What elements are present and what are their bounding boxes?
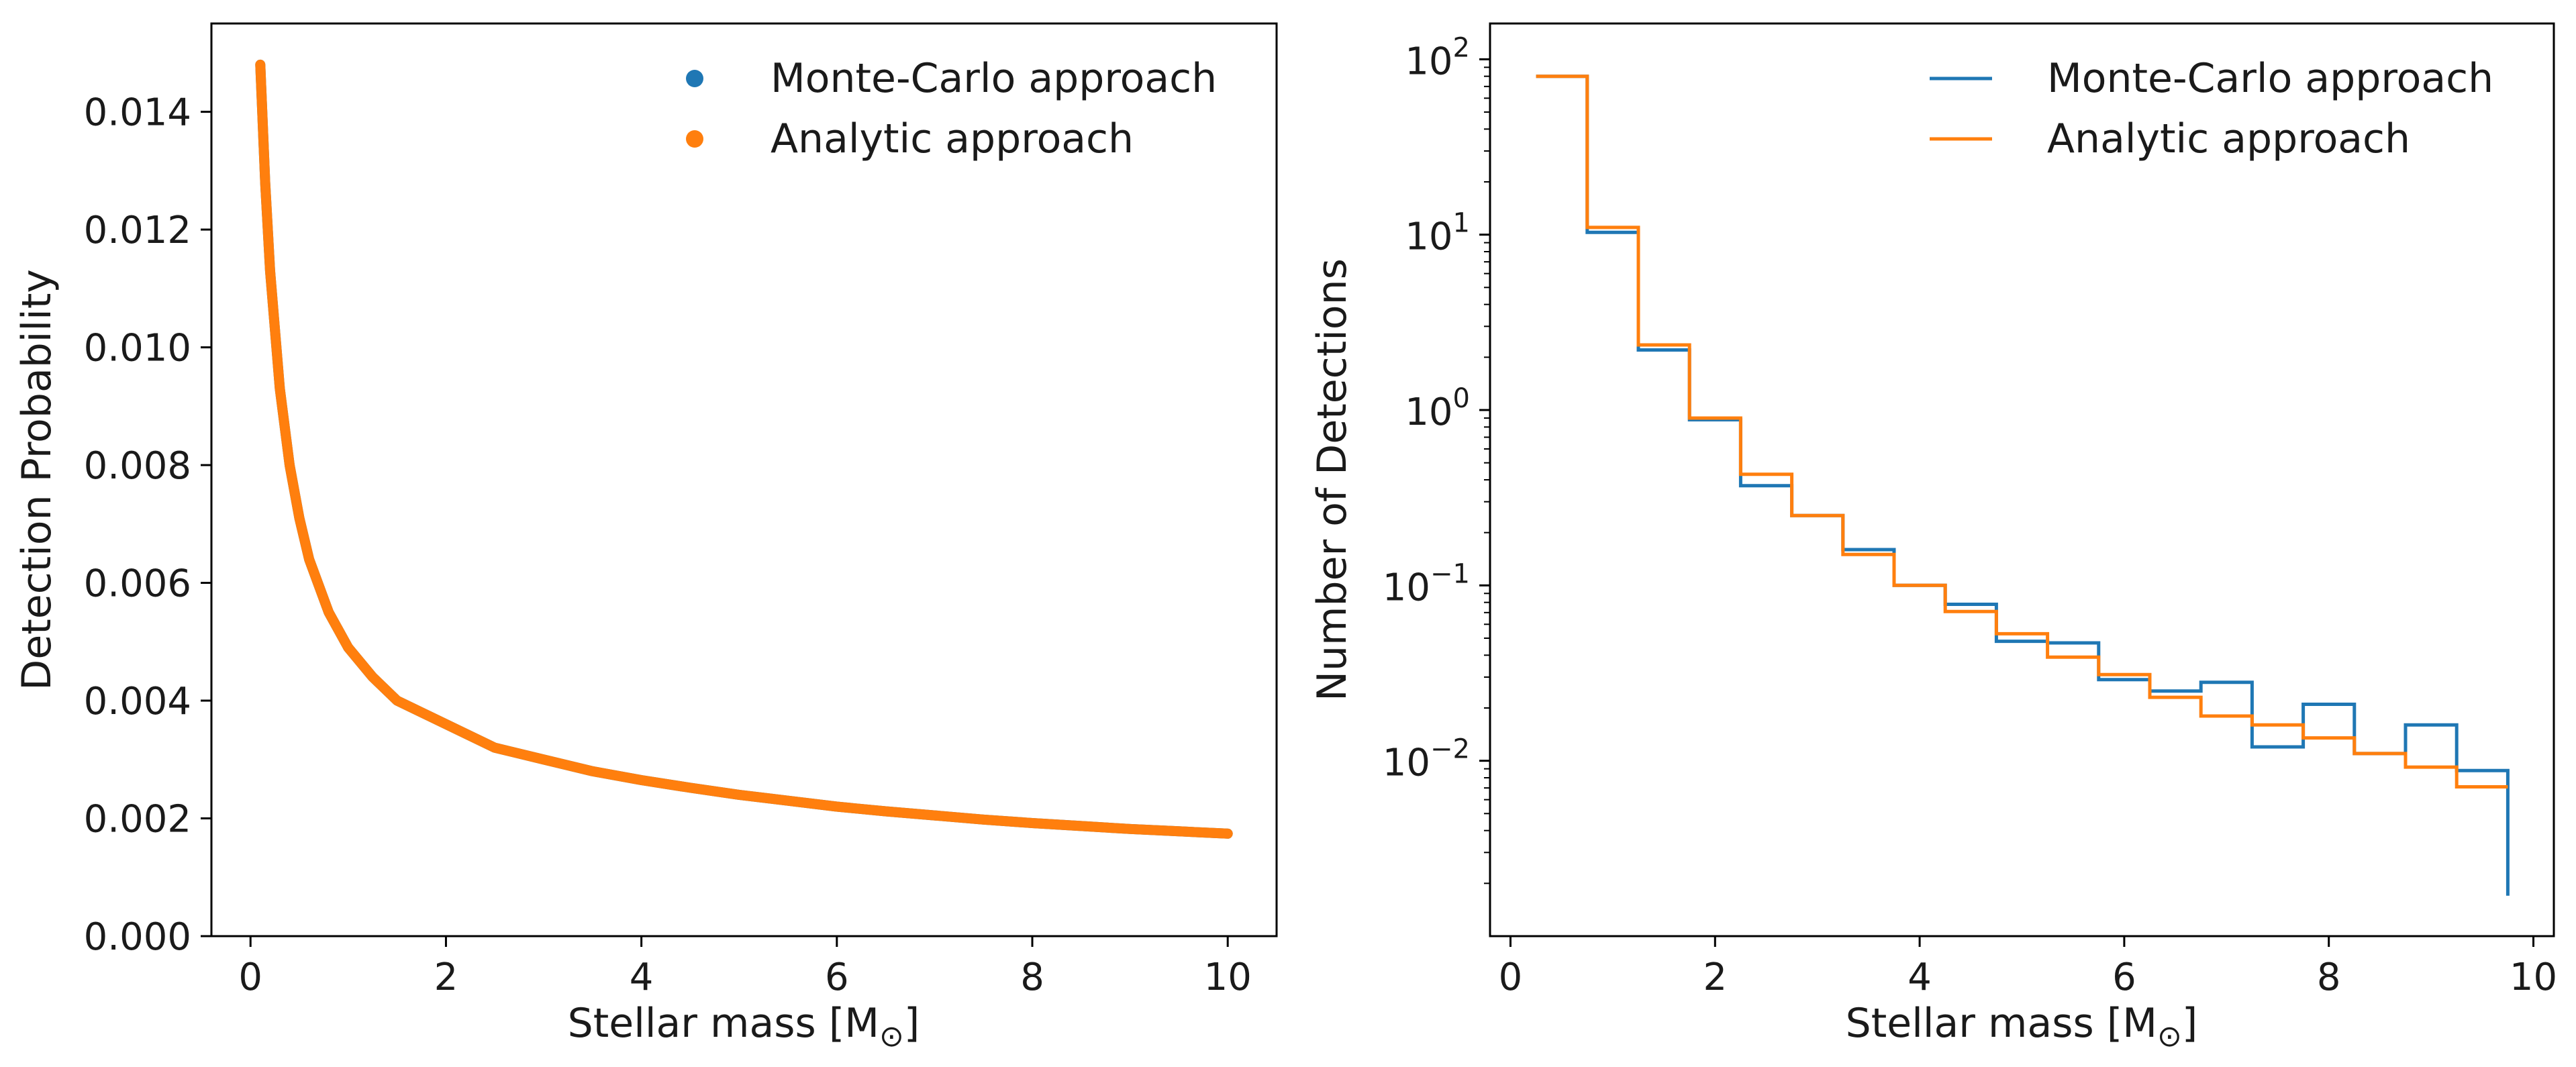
x-tick-label: 4 xyxy=(630,956,654,999)
legend-label-monte-carlo: Monte-Carlo approach xyxy=(2047,55,2493,102)
right-y-axis-ticks: 10−2 10−1 100 101 102 xyxy=(1383,32,1490,884)
y-tick-label: 102 xyxy=(1405,32,1470,83)
y-tick-label: 0.006 xyxy=(84,562,191,606)
y-tick-label: 0.014 xyxy=(84,91,191,135)
y-tick-label: 0.008 xyxy=(84,444,191,488)
y-tick-label: 0.010 xyxy=(84,327,191,370)
right-y-axis-label: Number of Detections xyxy=(1309,258,1356,701)
x-tick-label: 8 xyxy=(1020,956,1044,999)
scatter-series-0 xyxy=(255,59,1233,839)
y-tick-label: 0.012 xyxy=(84,209,191,252)
right-x-axis-ticks: 0 2 4 6 8 10 xyxy=(1499,936,2557,999)
right-x-axis-label: Stellar mass [M⊙] xyxy=(1846,1000,2198,1054)
y-tick-label: 0.000 xyxy=(84,915,191,959)
y-tick-label: 0.004 xyxy=(84,680,191,723)
y-tick-label: 101 xyxy=(1405,208,1470,259)
right-legend: Monte-Carlo approach Analytic approach xyxy=(1930,55,2493,162)
left-y-axis-label: Detection Probability xyxy=(13,269,60,691)
left-plot-frame xyxy=(210,22,1278,937)
left-legend: Monte-Carlo approach Analytic approach xyxy=(686,55,1217,162)
scatter-series-1 xyxy=(255,59,1233,839)
y-tick-label: 10−1 xyxy=(1383,558,1470,609)
legend-label-analytic: Analytic approach xyxy=(771,115,1134,162)
x-tick-label: 10 xyxy=(1204,956,1252,999)
x-tick-label: 0 xyxy=(238,956,262,999)
x-tick-label: 4 xyxy=(1908,956,1932,999)
x-tick-label: 6 xyxy=(2112,956,2136,999)
right-step-series xyxy=(1536,74,2510,896)
x-tick-label: 8 xyxy=(2317,956,2341,999)
y-tick-label: 100 xyxy=(1405,383,1470,434)
legend-label-monte-carlo: Monte-Carlo approach xyxy=(771,55,1217,102)
step-series-0 xyxy=(1536,74,2510,896)
left-plot: 0 2 4 6 8 10 0.0000.0020.0040.0060.0080.0100.… xyxy=(13,22,1278,1054)
legend-label-analytic: Analytic approach xyxy=(2047,115,2410,162)
x-tick-label: 10 xyxy=(2510,956,2557,999)
x-tick-label: 6 xyxy=(825,956,849,999)
legend-marker-analytic xyxy=(686,130,703,148)
legend-marker-monte-carlo xyxy=(686,70,703,87)
y-tick-label: 0.002 xyxy=(84,798,191,842)
x-tick-label: 0 xyxy=(1499,956,1523,999)
step-series-1 xyxy=(1536,74,2508,789)
right-plot: 0 2 4 6 8 10 10−2 10−1 100 101 102 Stellar mass [… xyxy=(1309,22,2557,1054)
left-scatter-series xyxy=(255,59,1233,839)
left-y-axis-ticks: 0.000 0.002 0.004 0.006 0.008 0.010 0.012 0.014 xyxy=(84,91,211,959)
left-x-axis-ticks: 0 2 4 6 8 10 xyxy=(238,936,1252,999)
x-tick-label: 2 xyxy=(434,956,458,999)
y-tick-label: 10−2 xyxy=(1383,734,1470,785)
x-tick-label: 2 xyxy=(1703,956,1727,999)
left-x-axis-label: Stellar mass [M⊙] xyxy=(568,1000,920,1054)
